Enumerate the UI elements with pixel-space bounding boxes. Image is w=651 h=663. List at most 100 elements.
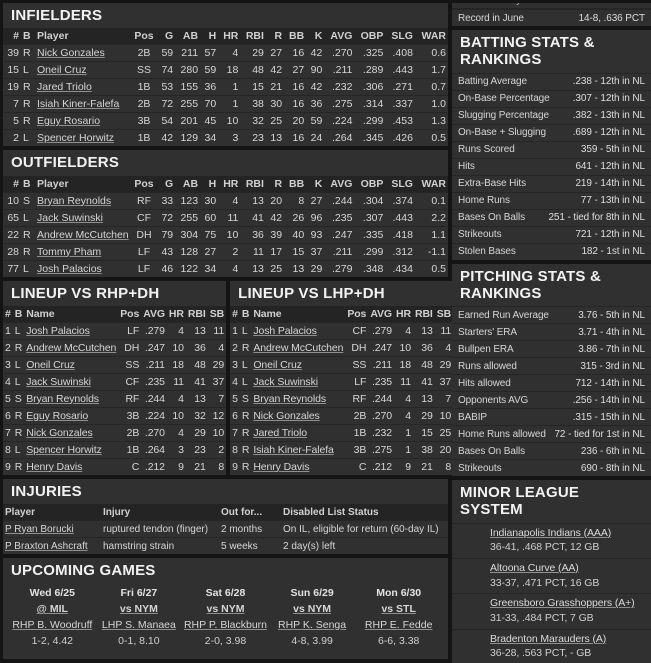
player-link[interactable]: Jared Triolo bbox=[253, 426, 307, 439]
player-link[interactable]: Isiah Kiner-Falefa bbox=[253, 443, 334, 456]
record-partial-row: Record in May bbox=[452, 3, 651, 9]
player-link[interactable]: Bryan Reynolds bbox=[253, 392, 327, 405]
player-link[interactable]: Oneil Cruz bbox=[26, 358, 75, 371]
stat-cell: 16 bbox=[284, 78, 307, 96]
col-hr: HR bbox=[218, 28, 241, 45]
stat-cell: 42 bbox=[306, 78, 325, 96]
player-link[interactable]: Bryan Reynolds bbox=[37, 194, 112, 207]
player-link[interactable]: Oneil Cruz bbox=[253, 358, 302, 371]
stat-cell: 53 bbox=[157, 78, 176, 96]
player-link[interactable]: Josh Palacios bbox=[253, 324, 317, 337]
stat-rank-row: Starters' ERA 3.71 - 4th in NL bbox=[452, 323, 651, 340]
stat-cell: .211 bbox=[368, 355, 394, 374]
stat-cell: .235 bbox=[324, 208, 355, 226]
upcoming-game: Sun 6/29 vs NYM RHP K. Senga 4-8, 3.99 bbox=[269, 586, 356, 649]
col-k: K bbox=[306, 28, 325, 45]
player-link[interactable]: Oneil Cruz bbox=[37, 64, 87, 77]
outfielders-section: OUTFIELDERS # B Player Pos G AB H HR RBI… bbox=[3, 150, 448, 277]
player-link[interactable]: Jack Suwinski bbox=[253, 375, 318, 388]
player-link[interactable]: Henry Davis bbox=[26, 460, 83, 473]
player-cell: Isiah Kiner-Falefa bbox=[251, 440, 346, 459]
stat-cell: 36 bbox=[412, 338, 435, 357]
team-link[interactable]: Bradenton Marauders (A) bbox=[490, 632, 607, 645]
col-bats: B bbox=[21, 175, 35, 192]
stat-cell: 255 bbox=[175, 208, 201, 226]
stat-cell: 2.2 bbox=[414, 208, 448, 226]
stat-cell: 4 bbox=[218, 191, 241, 209]
opponent-link[interactable]: vs NYM bbox=[293, 603, 332, 615]
stat-cell: RF bbox=[118, 389, 142, 408]
table-row: 8 R Isiah Kiner-Falefa 3B .275 1 38 20 bbox=[230, 440, 454, 459]
player-link[interactable]: Nick Gonzales bbox=[253, 409, 320, 422]
stat-label: Batting Average bbox=[458, 76, 527, 87]
player-cell: Nick Gonzales bbox=[251, 406, 346, 425]
table-row: 4 L Jack Suwinski CF .235 11 41 37 bbox=[3, 372, 227, 391]
player-link[interactable]: Bryan Reynolds bbox=[26, 392, 99, 405]
stat-cell: 75 bbox=[200, 225, 219, 243]
stat-cell: 39 bbox=[3, 44, 21, 62]
team-link[interactable]: Altoona Curve (AA) bbox=[490, 561, 579, 574]
stat-value: .256 - 14th in NL bbox=[572, 394, 645, 406]
stat-cell: 18 bbox=[218, 61, 241, 79]
pitcher-link[interactable]: RHP E. Fedde bbox=[364, 618, 433, 631]
player-link[interactable]: Henry Davis bbox=[253, 460, 310, 473]
stat-cell: R bbox=[21, 44, 35, 62]
stat-label: Stolen Bases bbox=[458, 246, 516, 257]
player-cell: Andrew McCutchen bbox=[24, 338, 119, 357]
player-link[interactable]: P Ryan Borucki bbox=[5, 523, 74, 535]
stat-cell: 16 bbox=[284, 95, 307, 113]
stat-cell: 1 bbox=[394, 423, 413, 442]
player-link[interactable]: Eguy Rosario bbox=[26, 409, 89, 422]
player-link[interactable]: Andrew McCutchen bbox=[253, 341, 344, 354]
opponent-link[interactable]: vs NYM bbox=[206, 603, 245, 615]
pitcher-link[interactable]: LHP S. Manaea bbox=[101, 618, 176, 631]
stat-cell: .247 bbox=[368, 338, 394, 357]
team-link[interactable]: Indianapolis Indians (AAA) bbox=[490, 526, 612, 539]
table-row: 7 R Isiah Kiner-Falefa 2B 72 255 70 1 38… bbox=[3, 95, 448, 113]
col-number: # bbox=[230, 305, 240, 323]
record-label: Record in May bbox=[458, 3, 521, 6]
stat-cell: 22 bbox=[3, 225, 21, 243]
stat-value: 712 - 14th in NL bbox=[575, 377, 645, 389]
player-link[interactable]: P Braxton Ashcraft bbox=[5, 540, 88, 552]
player-link[interactable]: Spencer Horwitz bbox=[37, 132, 115, 145]
player-link[interactable]: Nick Gonzales bbox=[26, 426, 93, 439]
stat-cell: 8 bbox=[207, 457, 227, 475]
upcoming-game: Sat 6/28 vs NYM RHP P. Blackburn 2-0, 3.… bbox=[182, 586, 269, 649]
stat-cell: -1.1 bbox=[414, 242, 448, 260]
stat-cell: .426 bbox=[385, 129, 415, 147]
player-link[interactable]: Andrew McCutchen bbox=[37, 228, 129, 241]
team-link[interactable]: Greensboro Grasshoppers (A+) bbox=[490, 597, 635, 610]
player-link[interactable]: Isiah Kiner-Falefa bbox=[37, 98, 120, 111]
stat-cell: 48 bbox=[185, 355, 208, 374]
player-link[interactable]: Nick Gonzales bbox=[37, 47, 105, 60]
stat-cell: 23 bbox=[240, 129, 266, 147]
player-link[interactable]: Andrew McCutchen bbox=[26, 341, 117, 354]
stat-cell: 1.0 bbox=[414, 95, 448, 113]
stat-cell: R bbox=[12, 423, 25, 442]
player-link[interactable]: Tommy Pham bbox=[37, 245, 102, 258]
player-link[interactable]: Eguy Rosario bbox=[37, 115, 101, 128]
stat-value: 315 - 3rd in NL bbox=[580, 360, 645, 372]
player-link[interactable]: Josh Palacios bbox=[26, 324, 90, 337]
player-link[interactable]: Jared Triolo bbox=[37, 81, 92, 94]
opponent-link[interactable]: vs NYM bbox=[119, 603, 158, 615]
stat-cell: 129 bbox=[175, 129, 201, 147]
minor-league-team: Bradenton Marauders (A) 36-28, .563 PCT,… bbox=[452, 628, 651, 663]
player-link[interactable]: Jack Suwinski bbox=[26, 375, 91, 388]
player-link[interactable]: Josh Palacios bbox=[37, 262, 102, 275]
stat-cell: 46 bbox=[157, 259, 176, 277]
opponent-link[interactable]: @ MIL bbox=[36, 603, 68, 615]
pitcher-link[interactable]: RHP K. Senga bbox=[278, 618, 347, 631]
player-link[interactable]: Jack Suwinski bbox=[37, 211, 103, 224]
opponent-link[interactable]: vs STL bbox=[381, 603, 416, 615]
pitcher-link[interactable]: RHP B. Woodruff bbox=[12, 618, 93, 631]
stat-cell: 2 bbox=[3, 338, 13, 357]
stat-cell: .247 bbox=[324, 225, 355, 243]
player-link[interactable]: Spencer Horwitz bbox=[26, 443, 102, 456]
stat-cell: 29 bbox=[207, 355, 227, 374]
table-row: 7 R Jared Triolo 1B .232 1 15 25 bbox=[230, 423, 454, 442]
infielders-table: # B Player Pos G AB H HR RBI R BB K AVG … bbox=[3, 28, 448, 147]
stat-cell: 2B bbox=[118, 423, 142, 442]
pitcher-link[interactable]: RHP P. Blackburn bbox=[183, 618, 268, 631]
